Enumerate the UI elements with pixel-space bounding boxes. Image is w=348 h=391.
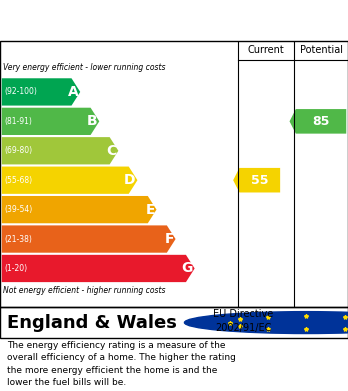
Text: A: A [68, 85, 79, 99]
Text: Not energy efficient - higher running costs: Not energy efficient - higher running co… [3, 287, 166, 296]
Text: 55: 55 [251, 174, 269, 187]
Text: (1-20): (1-20) [4, 264, 27, 273]
Text: Energy Efficiency Rating: Energy Efficiency Rating [50, 11, 298, 30]
Text: Potential: Potential [300, 45, 342, 56]
Text: (39-54): (39-54) [4, 205, 32, 214]
Circle shape [184, 312, 348, 334]
Text: 85: 85 [313, 115, 330, 128]
Text: EU Directive
2002/91/EC: EU Directive 2002/91/EC [213, 309, 274, 333]
Text: E: E [145, 203, 155, 217]
Polygon shape [2, 255, 195, 282]
Polygon shape [2, 137, 118, 165]
Text: (55-68): (55-68) [4, 176, 32, 185]
Text: Current: Current [248, 45, 285, 56]
Polygon shape [2, 167, 137, 194]
Text: G: G [182, 262, 193, 276]
Text: England & Wales: England & Wales [7, 314, 177, 332]
Text: B: B [87, 114, 97, 128]
Text: The energy efficiency rating is a measure of the
overall efficiency of a home. T: The energy efficiency rating is a measur… [7, 341, 236, 387]
Text: C: C [106, 144, 117, 158]
Polygon shape [2, 196, 157, 223]
Polygon shape [2, 78, 80, 106]
Text: D: D [124, 173, 136, 187]
Text: F: F [164, 232, 174, 246]
Text: Very energy efficient - lower running costs: Very energy efficient - lower running co… [3, 63, 166, 72]
Text: (81-91): (81-91) [4, 117, 32, 126]
Text: (92-100): (92-100) [4, 88, 37, 97]
Polygon shape [2, 108, 99, 135]
Polygon shape [233, 168, 280, 192]
Polygon shape [2, 225, 175, 253]
Text: (21-38): (21-38) [4, 235, 32, 244]
Text: (69-80): (69-80) [4, 146, 32, 155]
Polygon shape [290, 109, 346, 134]
